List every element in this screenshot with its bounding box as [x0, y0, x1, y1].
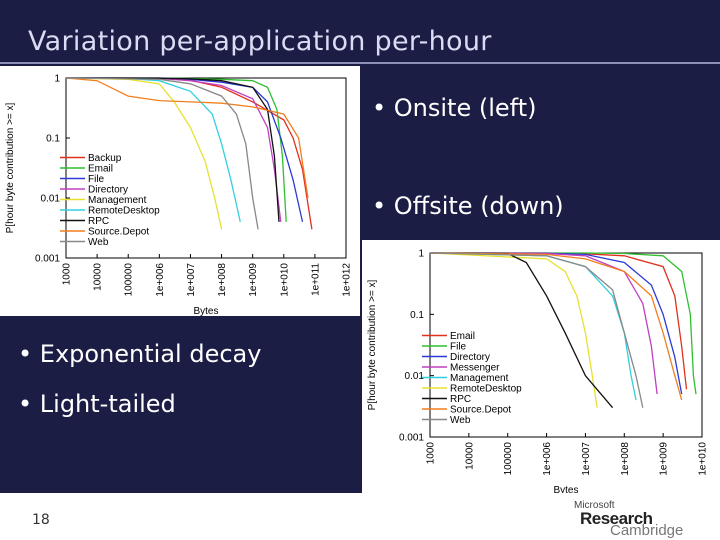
legend-label: RPC — [88, 216, 109, 227]
x-tick-label: 1e+010 — [698, 442, 709, 476]
series-line-remotedesktop — [429, 252, 598, 408]
legend-label: Messenger — [450, 363, 500, 374]
x-tick-label: 1e+009 — [248, 263, 259, 297]
x-tick-label: 1e+009 — [659, 442, 670, 476]
x-tick-label: 1000 — [62, 263, 73, 286]
x-tick-label: 100000 — [124, 263, 135, 297]
legend-label: RemoteDesktop — [450, 384, 522, 395]
x-tick-label: 1e+011 — [310, 263, 321, 296]
logo-line-2: Research — [580, 509, 653, 528]
legend-label: Management — [450, 373, 509, 384]
x-axis-label: Bytes — [553, 485, 578, 493]
series-line-source-depot — [429, 252, 683, 401]
y-tick-label: 1 — [418, 249, 424, 260]
legend-label: Directory — [450, 352, 490, 363]
legend-label: RPC — [450, 394, 471, 405]
x-tick-label: 1e+012 — [342, 263, 353, 297]
offsite-chart: 1000 10000 100000 1e+006 1e+007 1e+008 1e+009 1… — [362, 240, 720, 493]
y-tick-label: 0.1 — [46, 134, 60, 145]
title-rule — [0, 62, 720, 64]
y-tick-label: 1 — [54, 74, 60, 85]
bullet-onsite: • Onsite (left) — [372, 94, 537, 122]
bullet-offsite: • Offsite (down) — [372, 192, 564, 220]
bullet-exponential-decay: • Exponential decay — [18, 340, 262, 368]
x-tick-label: 10000 — [93, 263, 104, 291]
y-tick-label: 0.001 — [35, 254, 60, 265]
x-tick-label: 1e+006 — [542, 442, 553, 476]
x-tick-label: 1e+008 — [620, 442, 631, 476]
series-line-source-depot — [65, 77, 309, 199]
legend-label: Backup — [88, 153, 122, 164]
onsite-chart: 1000 10000 100000 1e+006 1e+007 1e+008 1e+009 1… — [0, 66, 360, 316]
logo-line-1: Microsoft — [574, 500, 615, 511]
slide-title: Variation per-application per-hour — [28, 26, 492, 57]
footer-bar — [0, 493, 720, 540]
series-line-file — [430, 252, 697, 395]
x-axis-label: Bytes — [193, 306, 218, 316]
series-line-rpc — [65, 77, 280, 222]
offsite-chart-svg: 1000 10000 100000 1e+006 1e+007 1e+008 1e+009 1… — [367, 249, 709, 494]
x-tick-label: 1e+010 — [279, 263, 290, 297]
y-tick-label: 0.01 — [41, 194, 61, 205]
legend-label: Source.Depot — [450, 405, 511, 416]
x-tick-label: 10000 — [464, 442, 475, 470]
legend-label: Web — [88, 237, 109, 248]
series-line-web — [429, 252, 644, 408]
y-axis-label: P[hour byte contribution >= x] — [367, 279, 378, 410]
legend-label: Management — [88, 195, 147, 206]
x-tick-label: 1000 — [426, 442, 437, 465]
x-tick-label: 1e+008 — [217, 263, 228, 297]
legend-label: Source.Depot — [88, 227, 149, 238]
legend-label: Web — [450, 415, 471, 426]
legend-label: Email — [450, 331, 475, 342]
x-tick-label: 1e+007 — [186, 263, 197, 297]
legend-label: Email — [88, 164, 113, 175]
series-line-web — [65, 77, 259, 230]
series-line-management — [65, 77, 223, 230]
legend-label: Directory — [88, 185, 128, 196]
y-tick-label: 0.01 — [405, 371, 425, 382]
legend-label: File — [450, 342, 467, 353]
x-tick-label: 100000 — [503, 442, 514, 476]
onsite-chart-svg: 1000 10000 100000 1e+006 1e+007 1e+008 1e+009 1… — [5, 74, 353, 317]
page-number: 18 — [32, 512, 50, 528]
y-axis-label: P[hour byte contribution >= x] — [5, 102, 16, 233]
legend-label: File — [88, 174, 105, 185]
bullet-light-tailed: • Light-tailed — [18, 390, 176, 418]
y-tick-label: 0.001 — [399, 433, 424, 444]
microsoft-research-logo: Microsoft Research Cambridge — [570, 500, 710, 540]
x-tick-label: 1e+006 — [155, 263, 166, 297]
logo-line-3: Cambridge — [610, 522, 684, 539]
legend-label: RemoteDesktop — [88, 206, 160, 217]
y-tick-label: 0.1 — [410, 310, 424, 321]
x-tick-label: 1e+007 — [581, 442, 592, 476]
